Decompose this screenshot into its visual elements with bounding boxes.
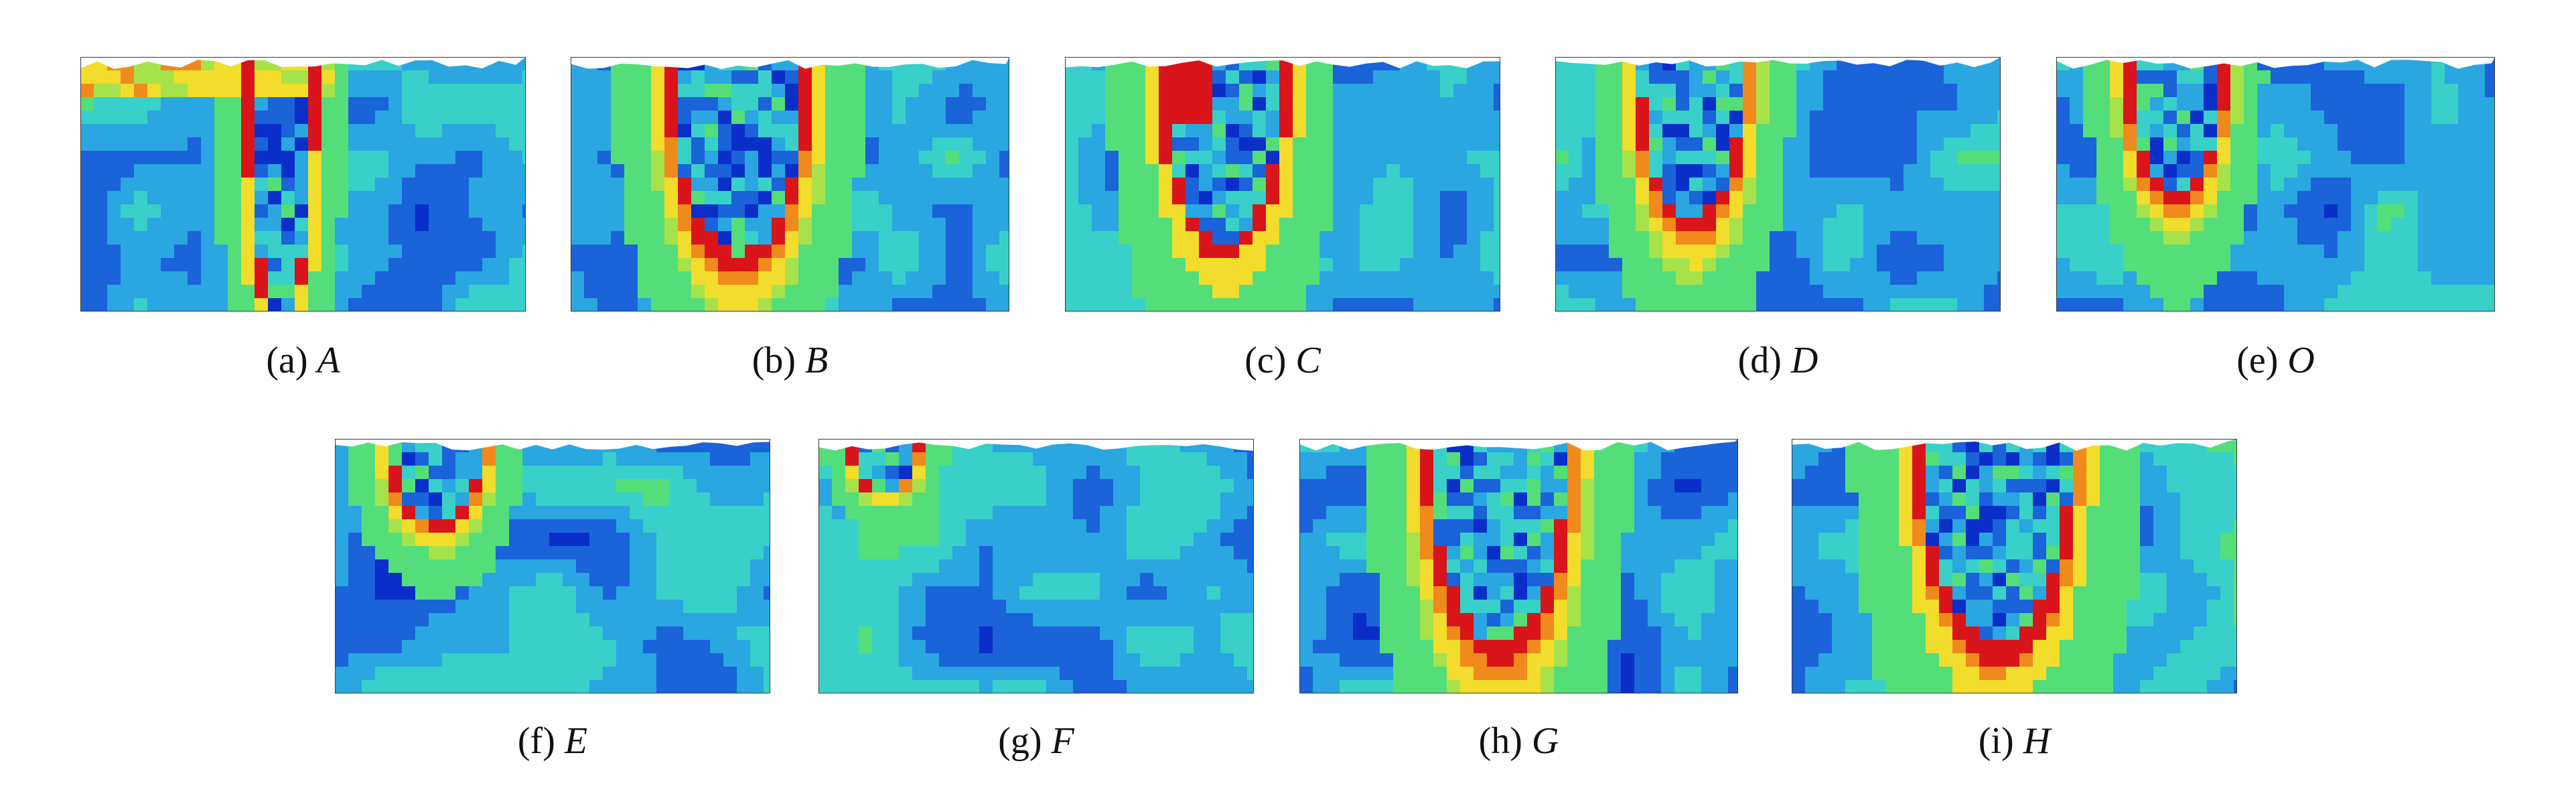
caption-e: (e) O bbox=[2056, 342, 2495, 379]
panel-outline-c bbox=[1065, 57, 1500, 312]
caption-b: (b) B bbox=[571, 342, 1009, 379]
caption-f-label: (f) bbox=[517, 720, 555, 762]
field-d bbox=[1555, 57, 2001, 312]
panel-outline-g bbox=[818, 439, 1254, 693]
top-edge-c bbox=[1065, 57, 1500, 69]
caption-i-symbol: H bbox=[2023, 720, 2051, 762]
field-a bbox=[80, 57, 526, 312]
caption-i: (i) H bbox=[1792, 722, 2237, 760]
field-c bbox=[1065, 57, 1500, 312]
field-e bbox=[2056, 57, 2495, 312]
top-edge-g bbox=[818, 439, 1254, 451]
panel-outline-b bbox=[571, 57, 1009, 312]
field-f bbox=[335, 439, 770, 693]
caption-c-symbol: C bbox=[1295, 340, 1321, 381]
panel-g-image bbox=[818, 439, 1254, 693]
caption-c-label: (c) bbox=[1244, 340, 1287, 381]
caption-g: (g) F bbox=[818, 722, 1254, 760]
panel-f-image bbox=[335, 439, 770, 693]
field-cells-h bbox=[1299, 439, 1738, 693]
caption-f: (f) E bbox=[335, 722, 770, 760]
field-b bbox=[571, 57, 1009, 312]
field-i bbox=[1792, 439, 2237, 693]
panel-i-image bbox=[1792, 439, 2237, 693]
field-cells-g bbox=[818, 439, 1254, 693]
caption-i-label: (i) bbox=[1978, 720, 2014, 762]
caption-g-label: (g) bbox=[998, 720, 1042, 762]
field-cells-e bbox=[2056, 57, 2495, 312]
panel-b-image bbox=[571, 57, 1009, 312]
panel-outline-i bbox=[1792, 439, 2237, 693]
caption-d: (d) D bbox=[1555, 342, 2001, 379]
top-edge-a bbox=[80, 57, 526, 69]
top-edge-i bbox=[1792, 439, 2237, 451]
caption-a-symbol: A bbox=[317, 340, 340, 381]
top-edge-f bbox=[335, 439, 770, 451]
field-h bbox=[1299, 439, 1738, 693]
panel-outline-d bbox=[1555, 57, 2001, 312]
field-cells-d bbox=[1555, 57, 2001, 312]
field-g bbox=[818, 439, 1254, 693]
caption-g-symbol: F bbox=[1051, 720, 1074, 762]
top-edge-d bbox=[1555, 57, 2001, 68]
caption-h-symbol: G bbox=[1531, 720, 1559, 762]
field-cells-b bbox=[571, 57, 1009, 312]
panel-outline-h bbox=[1299, 439, 1738, 693]
panel-outline-f bbox=[335, 439, 770, 693]
caption-a: (a) A bbox=[80, 342, 526, 379]
panel-d-image bbox=[1555, 57, 2001, 312]
caption-h: (h) G bbox=[1299, 722, 1738, 760]
panel-h-image bbox=[1299, 439, 1738, 693]
field-cells-c bbox=[1065, 57, 1500, 312]
caption-e-symbol: O bbox=[2287, 340, 2315, 381]
panel-a-image bbox=[80, 57, 526, 312]
top-edge-e bbox=[2056, 57, 2495, 69]
caption-f-symbol: E bbox=[564, 720, 588, 762]
top-edge-h bbox=[1299, 439, 1738, 451]
caption-a-label: (a) bbox=[266, 340, 308, 381]
caption-d-label: (d) bbox=[1737, 340, 1782, 381]
panel-e-image bbox=[2056, 57, 2495, 312]
caption-b-label: (b) bbox=[752, 340, 796, 381]
caption-c: (c) C bbox=[1065, 342, 1500, 379]
caption-d-symbol: D bbox=[1790, 340, 1818, 381]
panel-c-image bbox=[1065, 57, 1500, 312]
caption-h-label: (h) bbox=[1478, 720, 1522, 762]
panel-outline-a bbox=[80, 57, 526, 312]
field-cells-i bbox=[1792, 439, 2237, 693]
panel-outline-e bbox=[2056, 57, 2495, 312]
field-cells-f bbox=[335, 439, 770, 693]
top-edge-b bbox=[571, 57, 1009, 69]
field-cells-a bbox=[80, 57, 526, 312]
caption-e-label: (e) bbox=[2236, 340, 2279, 381]
caption-b-symbol: B bbox=[805, 340, 829, 381]
